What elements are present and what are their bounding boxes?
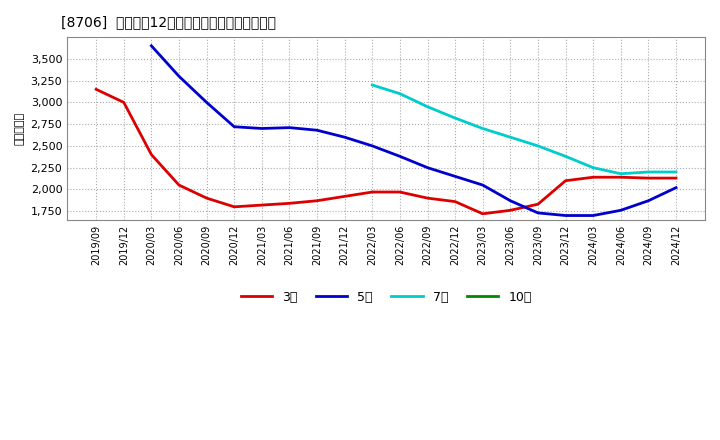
- 5年: [312, 128, 321, 133]
- 3年: [341, 194, 349, 199]
- Line: 7年: 7年: [372, 85, 676, 174]
- 5年: [395, 154, 404, 159]
- 3年: [92, 87, 101, 92]
- 3年: [644, 176, 653, 181]
- 5年: [368, 143, 377, 149]
- 3年: [175, 183, 184, 188]
- 5年: [175, 73, 184, 79]
- 7年: [395, 91, 404, 96]
- 5年: [534, 210, 542, 216]
- 7年: [616, 171, 625, 176]
- 5年: [230, 124, 238, 129]
- 7年: [534, 143, 542, 149]
- 7年: [478, 126, 487, 131]
- 3年: [368, 189, 377, 194]
- 5年: [147, 43, 156, 48]
- 3年: [589, 175, 598, 180]
- 5年: [506, 198, 515, 203]
- 7年: [562, 154, 570, 159]
- 7年: [451, 115, 459, 121]
- 7年: [672, 169, 680, 175]
- 3年: [258, 202, 266, 208]
- 3年: [285, 201, 294, 206]
- 3年: [506, 208, 515, 213]
- 7年: [506, 135, 515, 140]
- Line: 5年: 5年: [151, 46, 676, 216]
- 3年: [672, 176, 680, 181]
- Y-axis label: （百万円）: （百万円）: [15, 112, 25, 145]
- 7年: [589, 165, 598, 170]
- 3年: [478, 211, 487, 216]
- 3年: [423, 195, 432, 201]
- 3年: [120, 100, 128, 105]
- 7年: [368, 82, 377, 88]
- Line: 3年: 3年: [96, 89, 676, 214]
- 5年: [589, 213, 598, 218]
- 3年: [562, 178, 570, 183]
- 5年: [423, 165, 432, 170]
- 3年: [616, 175, 625, 180]
- 7年: [644, 169, 653, 175]
- 3年: [451, 199, 459, 204]
- 3年: [147, 152, 156, 157]
- 3年: [395, 189, 404, 194]
- 5年: [285, 125, 294, 130]
- 5年: [341, 135, 349, 140]
- 5年: [451, 174, 459, 179]
- 3年: [230, 204, 238, 209]
- 5年: [672, 185, 680, 191]
- 3年: [202, 195, 211, 201]
- 5年: [562, 213, 570, 218]
- 5年: [644, 198, 653, 203]
- 5年: [478, 183, 487, 188]
- 5年: [258, 126, 266, 131]
- 3年: [534, 202, 542, 207]
- Text: [8706]  経常利益12か月移動合計の平均値の推移: [8706] 経常利益12か月移動合計の平均値の推移: [60, 15, 276, 29]
- Legend: 3年, 5年, 7年, 10年: 3年, 5年, 7年, 10年: [235, 286, 536, 309]
- 5年: [202, 100, 211, 105]
- 3年: [312, 198, 321, 203]
- 5年: [616, 208, 625, 213]
- 7年: [423, 104, 432, 110]
